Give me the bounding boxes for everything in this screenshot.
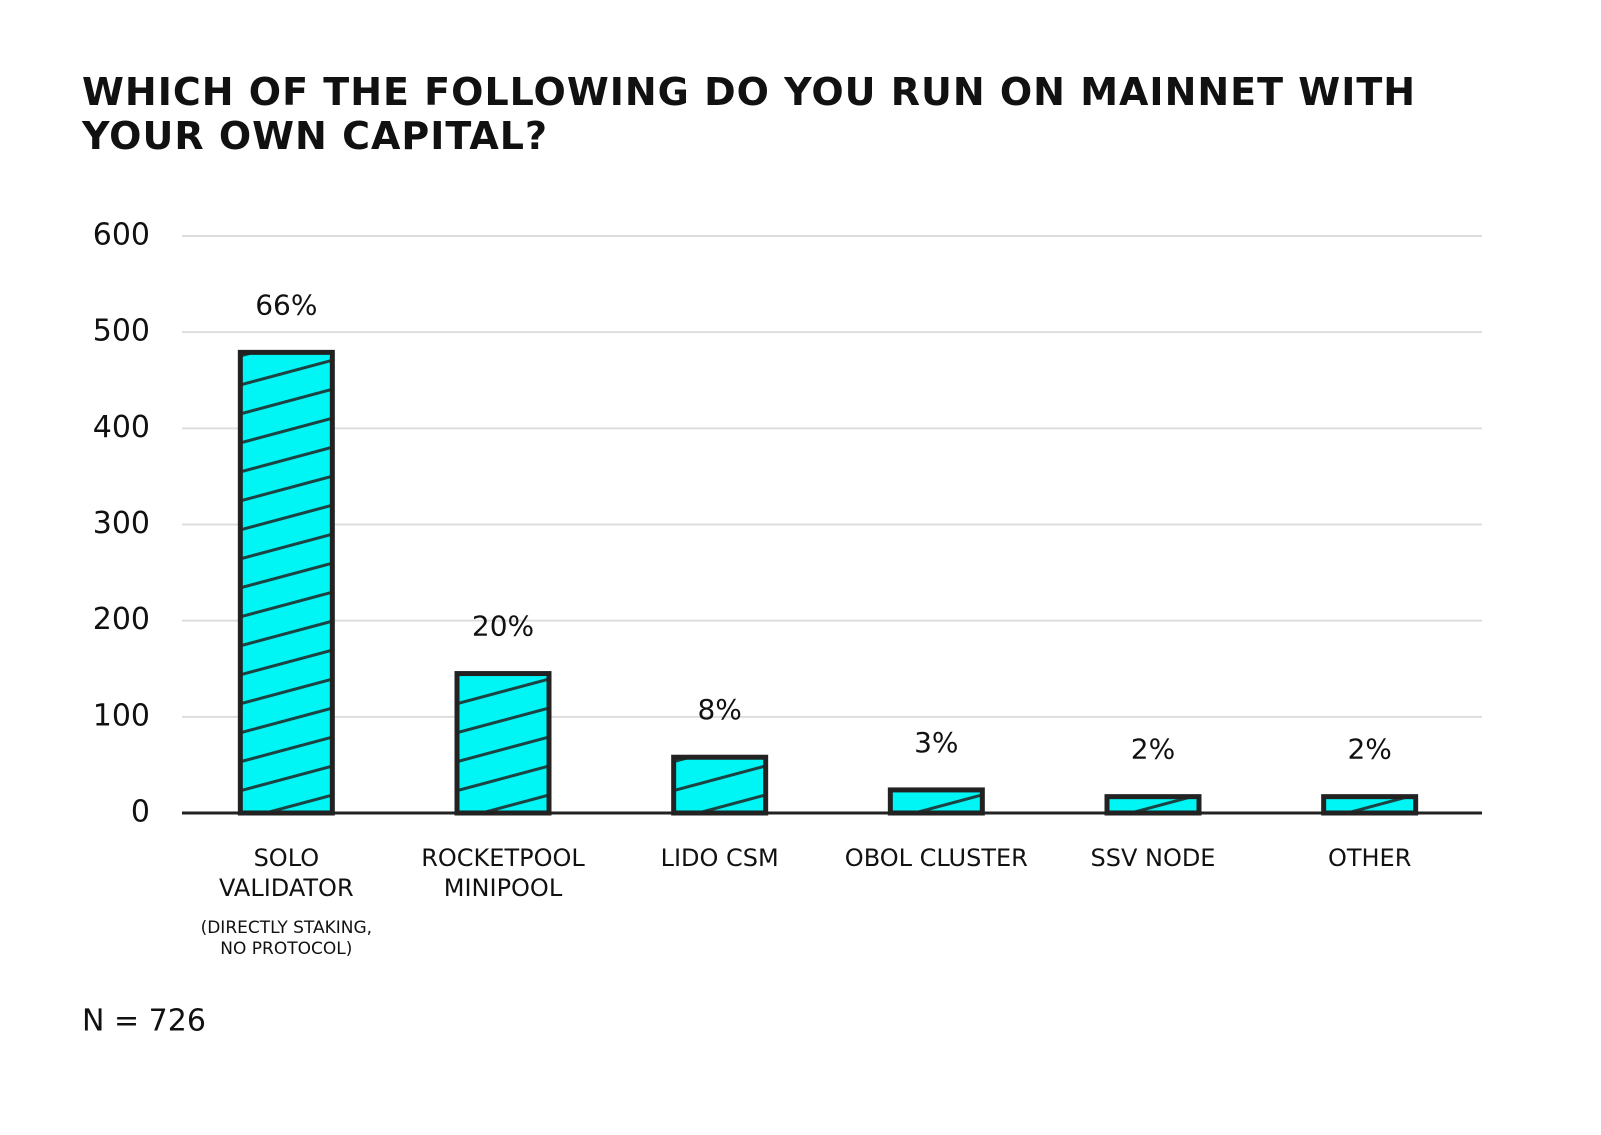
x-tick-label: OBOL CLUSTER <box>844 844 1028 872</box>
y-tick-label: 100 <box>93 698 150 733</box>
value-label: 66% <box>255 288 317 321</box>
x-tick-label-box: OTHER <box>1327 844 1412 872</box>
value-label: 2% <box>1131 733 1175 766</box>
value-label: 2% <box>1347 733 1391 766</box>
x-tick-label-box: SOLO VALIDATOR <box>219 844 354 902</box>
category-note-box: (DIRECTLY STAKING, NO PROTOCOL) <box>200 918 373 959</box>
x-tick-label-box: OBOL CLUSTER <box>844 844 1028 872</box>
footnote: N = 726 <box>82 1004 206 1039</box>
category-note: (DIRECTLY STAKING, NO PROTOCOL) <box>200 918 373 959</box>
y-tick-label: 400 <box>93 410 150 445</box>
chart-title: WHICH OF THE FOLLOWING DO YOU RUN ON MAI… <box>82 70 1417 158</box>
x-tick-label-box: LIDO CSM <box>660 844 779 872</box>
y-tick-label: 500 <box>93 314 150 349</box>
x-tick-label: OTHER <box>1327 844 1412 872</box>
x-tick-label-box: ROCKETPOOL MINIPOOL <box>421 844 585 902</box>
y-tick-label: 200 <box>93 602 150 637</box>
y-tick-label: 0 <box>131 795 150 830</box>
y-tick-label: 300 <box>93 506 150 541</box>
bar-hatch <box>1323 796 1416 813</box>
x-tick-label: LIDO CSM <box>660 844 779 872</box>
value-label: 8% <box>697 693 741 726</box>
x-tick-label: SOLO VALIDATOR <box>219 844 354 902</box>
bar-hatch <box>457 673 549 813</box>
x-tick-label-box: SSV NODE <box>1090 844 1216 872</box>
x-tick-label: ROCKETPOOL MINIPOOL <box>421 844 585 902</box>
x-tick-label: SSV NODE <box>1090 844 1216 872</box>
y-tick-label: 600 <box>93 218 150 253</box>
bar-hatch <box>240 352 333 813</box>
bar-hatch <box>1107 796 1199 813</box>
bar-hatch <box>673 757 766 813</box>
bar-hatch <box>890 789 983 813</box>
value-label: 3% <box>914 726 958 759</box>
value-label: 20% <box>472 610 534 643</box>
